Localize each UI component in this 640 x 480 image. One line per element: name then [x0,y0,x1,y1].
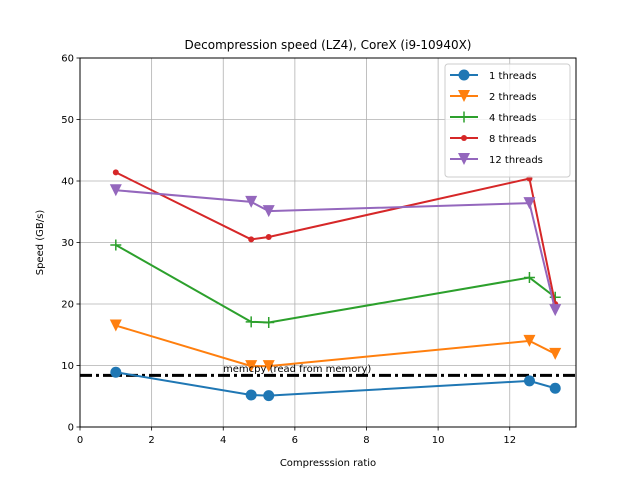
legend-entry: 12 threads [450,153,543,166]
legend-entry: 4 threads [450,111,537,124]
series-12-threads [109,184,562,317]
legend: 1 threads 2 threads 4 threads 8 threads 12 t… [444,63,571,178]
y-axis-label: Speed (GB/s) [35,210,46,276]
legend-box [444,63,571,178]
data-point [265,233,272,240]
x-tick-label: 2 [148,435,154,446]
data-point [245,360,258,373]
data-point [110,239,122,251]
x-axis-label: Compresssion ratio [280,458,376,469]
legend-marker [458,111,470,123]
series-2-threads [109,319,562,373]
x-tick-label: 0 [77,435,83,446]
legend-label: 2 threads [489,92,537,103]
legend-marker [461,135,467,141]
data-point [523,375,535,387]
reference-line-label: memcpy (read from memory) [223,364,371,375]
data-point [549,382,561,394]
y-tick-label: 10 [61,361,74,372]
legend-entry: 1 threads [450,69,537,82]
series-line [115,244,556,324]
legend-marker [458,90,470,102]
data-point [523,334,536,347]
x-tick-label: 12 [503,435,516,446]
series-1-threads [110,366,561,402]
series-group [109,169,562,402]
data-point [549,347,562,360]
legend-label: 1 threads [489,71,537,82]
y-tick-label: 40 [61,177,74,188]
series-line [115,324,556,368]
legend-label: 8 threads [489,134,537,145]
data-point [262,360,275,373]
data-point [549,304,562,317]
legend-entry: 2 threads [450,90,537,103]
legend-marker [458,153,470,165]
data-point [245,195,258,208]
data-point [248,236,255,243]
y-tick-label: 0 [68,423,74,434]
series-line [115,189,557,311]
data-point [245,389,257,401]
ticks: 0 2 4 6 8 10 12 0 10 20 30 40 50 60 [61,54,516,447]
data-point [110,366,122,378]
legend-label: 12 threads [489,155,543,166]
x-tick-label: 8 [363,435,369,446]
data-point [523,272,535,284]
data-point [109,319,122,332]
data-point [112,169,119,176]
x-tick-label: 4 [220,435,226,446]
y-tick-label: 60 [61,54,74,65]
y-tick-label: 30 [61,238,74,249]
data-point [263,316,275,328]
legend-label: 4 threads [489,113,537,124]
data-point [523,197,536,210]
x-tick-label: 10 [432,435,445,446]
data-point [245,316,257,328]
series-4-threads [110,239,561,328]
legend-marker [458,69,470,81]
legend-entry: 8 threads [450,134,537,145]
data-point [262,205,275,218]
chart-title: Decompression speed (LZ4), CoreX (i9-109… [185,38,472,52]
series-8-threads [112,169,559,307]
y-tick-label: 50 [61,115,74,126]
y-tick-label: 20 [61,300,74,311]
data-point [109,184,122,197]
x-tick-label: 6 [292,435,298,446]
data-point [263,390,275,402]
